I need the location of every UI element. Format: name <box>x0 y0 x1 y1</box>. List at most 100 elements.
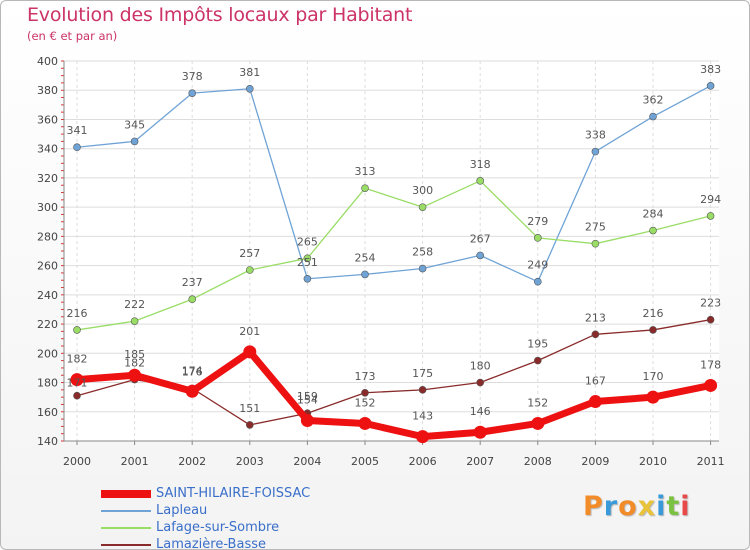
data-point <box>531 416 545 430</box>
data-point <box>533 356 542 365</box>
data-label: 249 <box>527 259 548 272</box>
data-label: 159 <box>297 390 318 403</box>
y-tick-label: 200 <box>37 347 58 360</box>
chart-title: Evolution des Impôts locaux par Habitant <box>27 4 413 26</box>
x-tick-label: 2007 <box>466 455 494 468</box>
x-tick-label: 2011 <box>697 455 725 468</box>
data-label: 201 <box>239 325 260 338</box>
data-point <box>188 89 196 97</box>
legend-label: SAINT-HILAIRE-FOISSAC <box>156 486 311 501</box>
data-point <box>361 184 369 192</box>
data-point <box>418 264 427 273</box>
series-line-Lapleau <box>76 85 712 283</box>
y-tick-label: 400 <box>37 55 58 68</box>
y-tick-label: 280 <box>37 230 58 243</box>
data-point <box>476 251 485 260</box>
data-point <box>358 416 372 430</box>
data-point <box>706 315 715 324</box>
data-point <box>128 368 142 382</box>
data-label: 178 <box>700 358 721 371</box>
logo-letter: P <box>583 491 604 522</box>
data-point <box>303 254 312 263</box>
logo-letter: i <box>680 491 691 522</box>
data-label: 173 <box>355 370 376 383</box>
data-point <box>591 147 600 156</box>
data-point <box>130 317 139 325</box>
data-point <box>649 112 657 121</box>
data-point <box>73 326 81 334</box>
data-point <box>246 84 254 93</box>
data-label: 151 <box>239 402 260 415</box>
series-line-SAINT-HILAIRE-FOISSAC <box>73 348 715 441</box>
x-tick-label: 2003 <box>236 455 264 468</box>
data-point <box>649 326 657 334</box>
x-tick-label: 2009 <box>581 455 609 468</box>
data-label: 265 <box>297 235 318 248</box>
data-point <box>188 295 196 304</box>
data-point <box>361 388 369 397</box>
data-point <box>416 430 430 444</box>
legend-swatch <box>101 509 151 512</box>
data-label: 171 <box>67 377 88 390</box>
x-tick-label: 2008 <box>524 455 552 468</box>
legend-label: Lapleau <box>156 503 208 518</box>
data-label: 152 <box>355 396 376 409</box>
logo-letter: i <box>656 491 667 522</box>
data-label: 154 <box>297 394 318 407</box>
y-tick-label: 300 <box>37 201 58 214</box>
y-tick-label: 180 <box>37 377 58 390</box>
data-point <box>243 345 257 359</box>
legend-swatch <box>101 526 151 529</box>
data-label: 222 <box>124 298 145 311</box>
data-label: 378 <box>182 70 203 83</box>
data-label: 182 <box>67 353 88 366</box>
data-label: 167 <box>585 375 606 388</box>
data-point <box>473 425 487 439</box>
series-line-Lafage-sur-Sombre <box>76 180 712 331</box>
data-label: 341 <box>67 124 88 137</box>
data-label: 257 <box>239 247 260 260</box>
data-label: 294 <box>700 193 721 206</box>
data-label: 176 <box>182 365 203 378</box>
data-label: 275 <box>585 221 606 234</box>
y-tick-label: 380 <box>37 84 58 97</box>
data-label: 251 <box>297 256 318 269</box>
data-point <box>649 226 657 235</box>
data-point <box>533 234 542 242</box>
data-point <box>418 386 427 394</box>
logo-letter: o <box>618 491 638 522</box>
logo-letter: x <box>637 491 657 522</box>
data-label: 180 <box>470 360 491 373</box>
x-tick-label: 2002 <box>178 455 206 468</box>
x-tick-label: 2005 <box>351 455 379 468</box>
x-tick-label: 2006 <box>409 455 437 468</box>
data-label: 338 <box>585 129 606 142</box>
data-point <box>706 212 715 220</box>
y-tick-label: 340 <box>37 143 58 156</box>
y-tick-label: 360 <box>37 113 58 126</box>
data-label: 300 <box>412 184 433 197</box>
y-tick-label: 260 <box>37 260 58 273</box>
data-label: 313 <box>355 165 376 178</box>
data-point <box>533 277 542 286</box>
legend-swatch <box>101 543 151 546</box>
data-point <box>73 391 81 400</box>
data-point <box>588 395 602 409</box>
y-tick-label: 240 <box>37 289 58 302</box>
data-label: 258 <box>412 246 433 259</box>
data-point <box>70 373 84 387</box>
data-point <box>246 421 254 429</box>
data-point <box>706 82 715 90</box>
x-tick-label: 2004 <box>293 455 321 468</box>
x-tick-label: 2010 <box>639 455 667 468</box>
data-label: 254 <box>355 251 376 264</box>
data-label: 362 <box>643 94 664 107</box>
data-point <box>300 414 314 428</box>
data-point <box>704 378 718 392</box>
data-label: 381 <box>239 66 260 79</box>
data-label: 345 <box>124 118 145 131</box>
y-tick-label: 320 <box>37 172 58 185</box>
data-label: 216 <box>67 307 88 320</box>
data-point <box>591 330 600 339</box>
